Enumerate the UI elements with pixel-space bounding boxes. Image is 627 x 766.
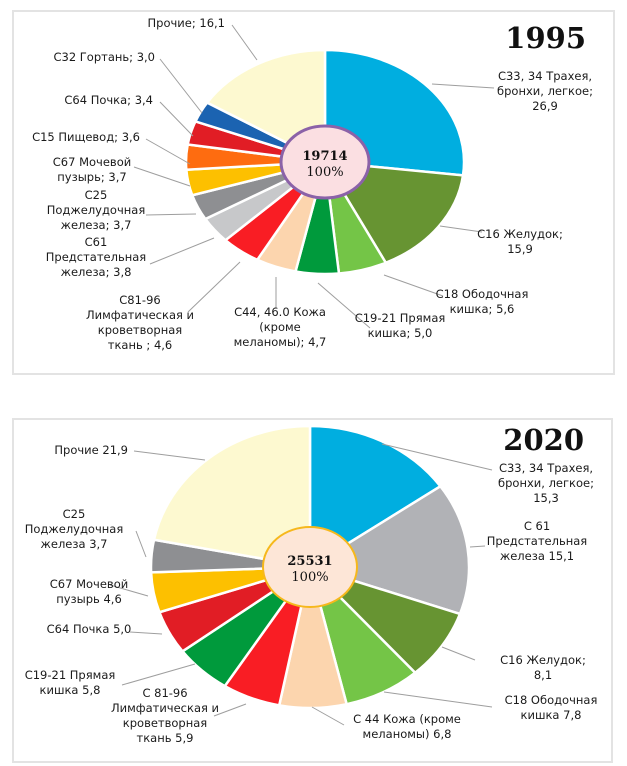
data-label-pancreas: С25 Поджелудочная железа 3,7 — [25, 507, 124, 551]
leader-line-pancreas — [145, 213, 197, 216]
data-label-colon: С18 Ободочная кишка; 5,6 — [436, 287, 529, 316]
data-label-kidney: С64 Почка; 3,4 — [64, 93, 153, 107]
pie-slice-trachea — [308, 424, 443, 570]
leader-line-trachea — [381, 443, 493, 471]
data-label-kidney: С64 Почка 5,0 — [47, 622, 132, 636]
data-label-prostate: С 61 Предстательная железа 15,1 — [487, 519, 587, 563]
leader-line-kidney — [129, 631, 163, 635]
leader-line-prostate — [469, 545, 486, 548]
leader-line-stomach — [439, 225, 483, 233]
leader-line-rectum — [121, 663, 196, 686]
pie-slice-prostate — [307, 484, 471, 616]
pie-slice-stomach — [322, 160, 465, 265]
data-label-rectum: С19-21 Прямая кишка; 5,0 — [355, 311, 446, 340]
data-label-prostate: С61 Предстательная железа; 3,8 — [46, 235, 146, 279]
data-label-lymph: С 81-96 Лимфатическая и кроветворная ткань … — [111, 686, 219, 745]
data-label-bladder: С67 Мочевой пузырь 4,6 — [50, 577, 128, 606]
data-label-skin: С 44 Кожа (кроме меланомы) 6,8 — [353, 712, 461, 741]
data-label-skin: С44, 46.0 Кожа (кроме меланомы); 4,7 — [234, 305, 327, 349]
data-label-trachea: С33, 34 Трахея, бронхи, легкое; 15,3 — [498, 461, 594, 505]
leader-line-other — [133, 450, 206, 461]
leader-line-kidney — [159, 101, 194, 137]
leader-line-prostate — [149, 237, 215, 265]
leader-line-rectum — [317, 282, 371, 329]
pie-1995: С33, 34 Трахея, бронхи, легкое; 26,9 С16 Же… — [32, 16, 593, 352]
leader-line-bladder — [109, 584, 149, 597]
center-total-circle — [262, 526, 358, 608]
data-label-larynx: С32 Гортань; 3,0 — [53, 50, 155, 64]
data-label-pancreas: С25 Поджелудочная железа; 3,7 — [47, 188, 146, 232]
leader-line-skin — [311, 706, 345, 726]
data-label-stomach: С16 Желудок; 15,9 — [477, 227, 563, 256]
chart-title-1995: 1995 — [505, 21, 586, 55]
data-label-bladder: С67 Мочевой пузырь; 3,7 — [53, 155, 131, 184]
leader-line-bladder — [133, 166, 191, 187]
data-label-other: Прочие; 16,1 — [148, 16, 225, 30]
data-label-rectum: С19-21 Прямая кишка 5,8 — [25, 668, 116, 697]
data-label-lymph: С81-96 Лимфатическая и кроветворная ткань ;… — [86, 293, 194, 352]
pie-2020: С33, 34 Трахея, бронхи, легкое; 15,3 С 61 Пр… — [25, 424, 598, 745]
center-total-value: 25531 — [287, 554, 332, 569]
leader-line-esophagus — [145, 138, 191, 165]
leader-line-larynx — [159, 58, 203, 114]
leader-line-other — [231, 24, 258, 61]
data-label-other: Прочие 21,9 — [54, 443, 128, 457]
pie-slice-other — [152, 424, 312, 569]
leader-line-lymph — [187, 261, 241, 313]
center-total-circle — [279, 124, 371, 200]
leader-line-colon — [383, 691, 493, 708]
center-total-percent: 100% — [306, 165, 343, 180]
center-total-value: 19714 — [302, 149, 347, 164]
leader-line-lymph — [213, 703, 247, 717]
leader-line-colon — [383, 274, 444, 297]
data-label-esophagus: С15 Пищевод; 3,6 — [32, 130, 140, 144]
center-total-percent: 100% — [291, 570, 328, 585]
data-label-stomach: С16 Желудок; 8,1 — [500, 653, 586, 682]
leader-line-trachea — [431, 83, 495, 89]
data-label-colon: С18 Ободочная кишка 7,8 — [505, 693, 598, 722]
data-label-trachea: С33, 34 Трахея, бронхи, легкое; 26,9 — [497, 69, 593, 113]
leader-line-pancreas — [135, 530, 147, 558]
chart-title-2020: 2020 — [503, 423, 584, 457]
leader-line-stomach — [441, 646, 476, 661]
